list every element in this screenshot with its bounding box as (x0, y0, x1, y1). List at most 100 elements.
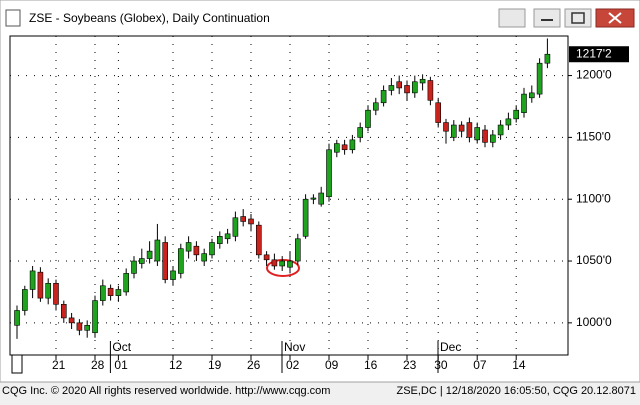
candle-body (209, 242, 215, 256)
candle-body (380, 90, 387, 104)
x-tick-label: 28 (91, 358, 105, 372)
y-tick-label: 1200'0 (576, 68, 612, 82)
candle-body (372, 102, 379, 111)
y-tick-label: 1150'0 (576, 130, 611, 144)
candle-body (521, 93, 527, 113)
x-tick-label: 01 (114, 358, 128, 372)
candle-body (528, 92, 535, 99)
candle-body (131, 260, 137, 274)
candle-body (326, 149, 332, 198)
candle-body (536, 62, 543, 95)
month-label: Oct (112, 340, 131, 354)
candle-body (411, 81, 418, 94)
candle-body (123, 273, 129, 293)
candle-body (76, 322, 83, 331)
candle-body (497, 124, 504, 136)
x-tick-label: 19 (208, 358, 222, 372)
candle-body (178, 248, 184, 274)
candle-body (53, 282, 59, 305)
candle-body (318, 192, 325, 205)
candle-body (154, 239, 161, 262)
candle-body (396, 81, 403, 89)
candle-body (248, 218, 254, 225)
link-button[interactable] (498, 8, 526, 28)
x-tick-label: 12 (169, 358, 183, 372)
candle-body (107, 287, 114, 296)
candle-body (29, 270, 36, 290)
candle-body (287, 260, 293, 268)
candle-body (482, 129, 488, 143)
candle-body (45, 282, 52, 299)
candle-body (115, 289, 122, 296)
candle-body (21, 289, 28, 311)
candle-body (139, 258, 145, 264)
candle-body (404, 85, 410, 94)
candle-body (294, 238, 301, 262)
month-label: Nov (284, 340, 305, 354)
candle-body (505, 118, 512, 126)
last-price-box (569, 46, 629, 63)
scroll-handle[interactable] (11, 354, 23, 374)
candle-body (474, 127, 481, 141)
candle-body (302, 198, 309, 237)
highlight-circle (266, 259, 300, 277)
candle-body (450, 124, 457, 138)
candle-body (232, 217, 239, 237)
month-label: Dec (440, 340, 461, 354)
candle-body (100, 285, 106, 301)
maximize-icon (571, 12, 585, 24)
x-tick-label: 09 (325, 358, 339, 372)
x-tick-label: 07 (473, 358, 487, 372)
y-tick-label: 1050'0 (576, 253, 612, 267)
footer-left: CQG Inc. © 2020 All rights reserved worl… (2, 385, 330, 397)
footer-right: ZSE,DC | 12/18/2020 16:05:50, CQG 20.12.… (396, 385, 636, 397)
chart-title: ZSE - Soybeans (Globex), Daily Continuat… (29, 11, 270, 25)
x-tick-label: 26 (247, 358, 261, 372)
candle-body (162, 242, 168, 280)
candle-body (185, 242, 192, 252)
candle-body (60, 304, 67, 319)
candle-body (435, 102, 442, 123)
maximize-button[interactable] (564, 8, 592, 28)
candle-body (357, 127, 364, 138)
x-tick-label: 02 (286, 358, 300, 372)
candle-body (201, 253, 207, 262)
candle-body (513, 109, 520, 120)
x-tick-label: 16 (364, 358, 378, 372)
candle-body (458, 124, 465, 132)
candle-body (170, 270, 176, 280)
candle-body (419, 78, 426, 84)
candle-body (68, 317, 75, 324)
y-tick-label: 1100'0 (576, 191, 611, 205)
candle-body (365, 109, 371, 128)
x-tick-label: 14 (512, 358, 526, 372)
window-icon (5, 9, 21, 27)
candle-body (84, 325, 90, 331)
candle-body (466, 122, 473, 138)
minimize-button[interactable] (533, 8, 561, 28)
candle-body (92, 300, 98, 334)
candle-body (14, 310, 20, 326)
candle-body (193, 245, 200, 256)
candle-body (146, 250, 153, 259)
candle-body (224, 233, 231, 240)
candle-body (333, 143, 340, 153)
x-tick-label: 21 (52, 358, 66, 372)
candle-body (544, 53, 551, 64)
candle-body (217, 236, 223, 245)
candle-body (388, 85, 395, 91)
candle-body (37, 271, 44, 299)
candle-body (489, 134, 496, 143)
y-tick-label: 1000'0 (576, 315, 612, 329)
candle-body (255, 224, 262, 256)
x-tick-label: 23 (403, 358, 417, 372)
candle-body (341, 144, 348, 151)
last-price-label: 1217'2 (576, 46, 612, 60)
candle-body (310, 197, 317, 200)
candle-body (263, 254, 270, 261)
candle-body (279, 260, 286, 267)
x-tick-label: 30 (434, 358, 448, 372)
close-icon (608, 12, 622, 24)
candle-body (427, 80, 434, 101)
